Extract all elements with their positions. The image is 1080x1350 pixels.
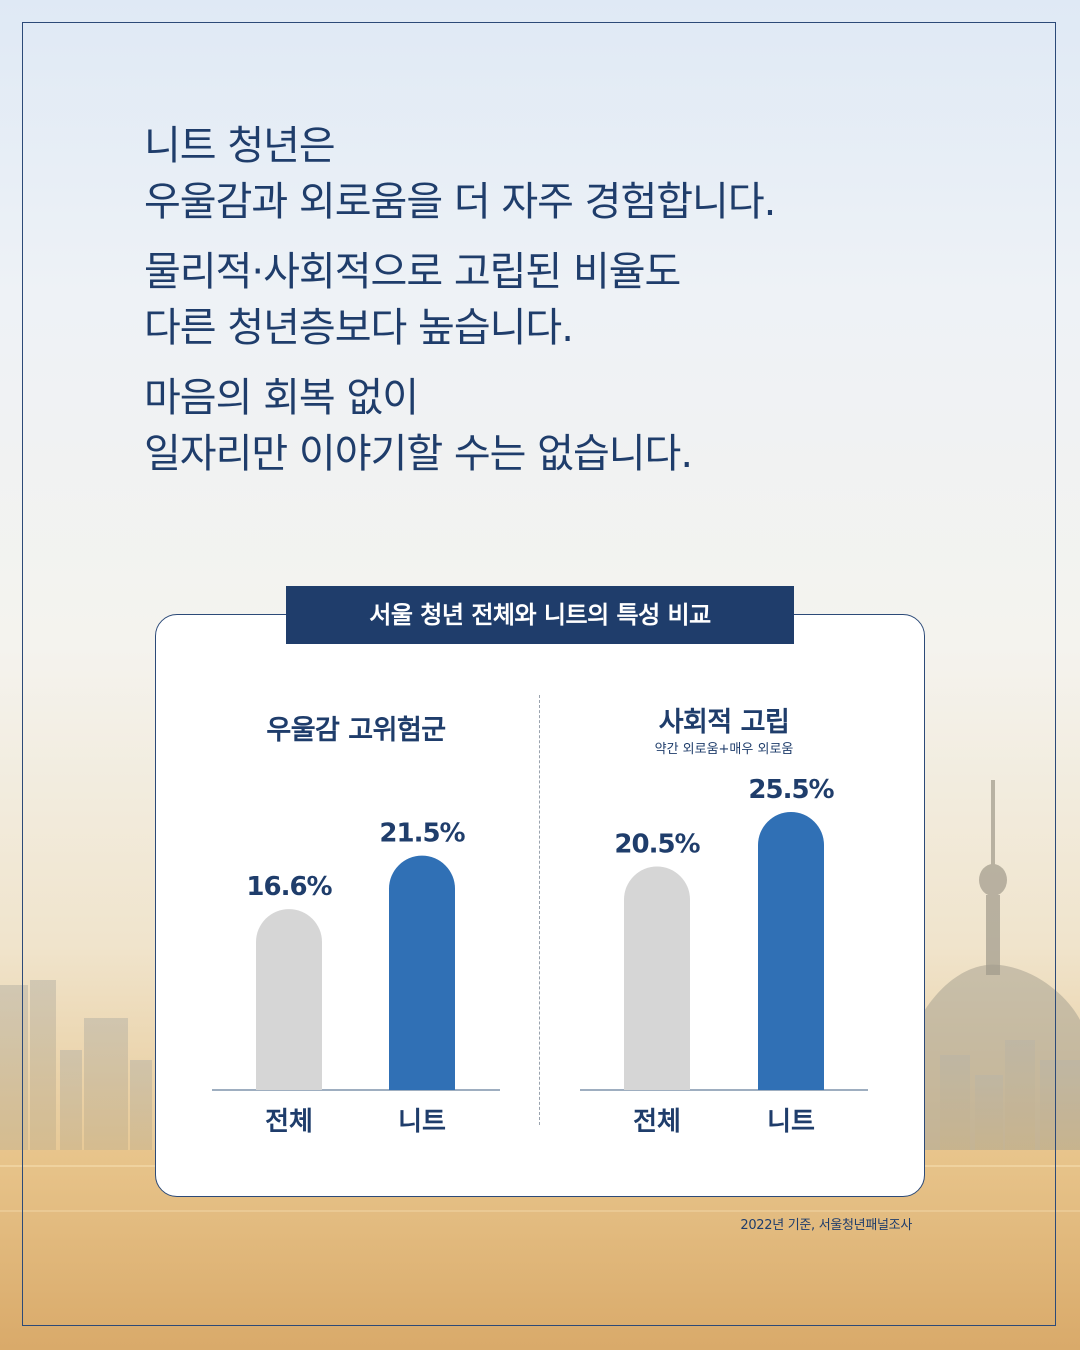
category-label: 전체 [633, 1107, 681, 1137]
bar-charts: 16.6% 전체 21.5% 니트 20.5% 전체 25.5% 니트 [212, 775, 868, 1137]
headline-line: 니트 청년은 [144, 123, 336, 169]
category-label: 전체 [265, 1107, 313, 1137]
data-label: 21.5% [379, 819, 465, 849]
headline-line: 마음의 회복 없이 [144, 375, 419, 421]
chart-title-isolation: 사회적 고립 [658, 707, 790, 738]
data-label: 16.6% [246, 872, 332, 902]
chart-subtitle-isolation: 약간 외로움+매우 외로움 [654, 742, 794, 757]
chart-title-depression: 우울감 고위험군 [266, 715, 446, 746]
data-label: 25.5% [748, 775, 834, 805]
headline-line: 일자리만 이야기할 수는 없습니다. [144, 431, 693, 477]
bar-neet [758, 812, 824, 1090]
headline: 니트 청년은 우울감과 외로움을 더 자주 경험합니다. 물리적·사회적으로 고… [144, 118, 1024, 496]
bar-total [624, 866, 690, 1090]
chart-divider [539, 695, 540, 1125]
headline-paragraph-1: 니트 청년은 우울감과 외로움을 더 자주 경험합니다. [144, 118, 1024, 230]
source-note: 2022년 기준, 서울청년패널조사 [740, 1218, 912, 1233]
headline-paragraph-2: 물리적·사회적으로 고립된 비율도 다른 청년층보다 높습니다. [144, 244, 1024, 356]
data-label: 20.5% [614, 830, 700, 860]
headline-line: 우울감과 외로움을 더 자주 경험합니다. [144, 179, 776, 225]
category-label: 니트 [767, 1107, 815, 1137]
headline-line: 다른 청년층보다 높습니다. [144, 305, 574, 351]
headline-paragraph-3: 마음의 회복 없이 일자리만 이야기할 수는 없습니다. [144, 370, 1024, 482]
bar-neet [389, 855, 455, 1090]
card-title: 서울 청년 전체와 니트의 특성 비교 [286, 586, 794, 644]
page-frame [22, 22, 1056, 1326]
bar-total [256, 909, 322, 1090]
headline-line: 물리적·사회적으로 고립된 비율도 [144, 249, 681, 295]
category-label: 니트 [398, 1107, 446, 1137]
